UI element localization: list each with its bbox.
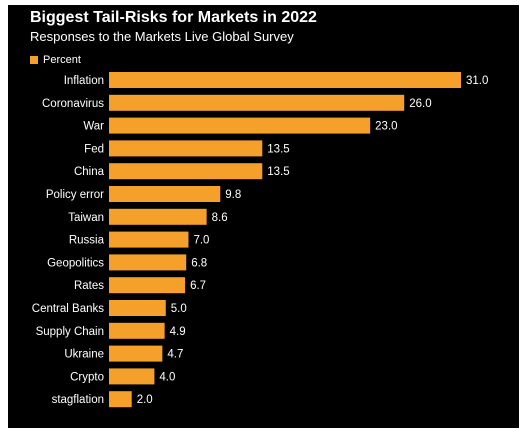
bar xyxy=(109,140,263,157)
bar xyxy=(109,94,405,111)
bar xyxy=(109,345,163,362)
category-label: Central Banks xyxy=(32,303,104,315)
legend: Percent xyxy=(30,54,81,66)
value-label: 26.0 xyxy=(409,98,431,110)
value-label: 13.5 xyxy=(267,143,289,155)
chart-subtitle: Responses to the Markets Live Global Sur… xyxy=(30,29,294,44)
bar xyxy=(109,231,189,248)
bar xyxy=(109,300,166,316)
bar xyxy=(109,254,187,271)
category-label: Supply Chain xyxy=(36,326,104,338)
legend-swatch xyxy=(30,56,38,64)
value-label: 4.9 xyxy=(170,326,186,338)
value-label: 4.0 xyxy=(159,371,175,383)
category-label: Policy error xyxy=(46,189,104,201)
value-label: 7.0 xyxy=(193,235,209,247)
chart-title: Biggest Tail-Risks for Markets in 2022 xyxy=(30,9,317,26)
category-label: Crypto xyxy=(70,371,104,383)
value-label: 31.0 xyxy=(466,75,488,87)
category-label: Rates xyxy=(74,280,104,292)
category-label: Coronavirus xyxy=(42,98,104,110)
bar-chart-plot: Inflation 31.0 Coronavirus 26.0 War 23.0 Fed 13… xyxy=(32,72,488,408)
value-label: 8.6 xyxy=(212,212,228,224)
value-label: 5.0 xyxy=(171,303,187,315)
value-label: 6.7 xyxy=(190,280,206,292)
category-label: Ukraine xyxy=(64,349,104,361)
value-label: 23.0 xyxy=(375,121,397,133)
bar xyxy=(109,208,207,225)
bar xyxy=(109,322,165,339)
category-label: Taiwan xyxy=(68,212,104,224)
category-label: Russia xyxy=(69,235,105,247)
category-label: stagflation xyxy=(52,394,104,406)
value-label: 13.5 xyxy=(267,166,289,178)
bar xyxy=(109,163,263,180)
category-label: Geopolitics xyxy=(47,257,104,269)
bar xyxy=(109,117,371,134)
chart-panel: Biggest Tail-Risks for Markets in 2022 R… xyxy=(8,5,519,428)
category-label: China xyxy=(74,166,105,178)
category-label: War xyxy=(83,121,104,133)
value-label: 4.7 xyxy=(167,349,183,361)
bar xyxy=(109,72,461,88)
legend-label: Percent xyxy=(43,54,81,66)
category-label: Fed xyxy=(84,143,104,155)
bar xyxy=(109,368,155,385)
value-label: 2.0 xyxy=(137,394,153,406)
bar xyxy=(109,391,132,408)
bar xyxy=(109,186,221,202)
category-label: Inflation xyxy=(64,75,104,87)
value-label: 6.8 xyxy=(191,257,207,269)
value-label: 9.8 xyxy=(225,189,241,201)
bar xyxy=(109,277,186,294)
